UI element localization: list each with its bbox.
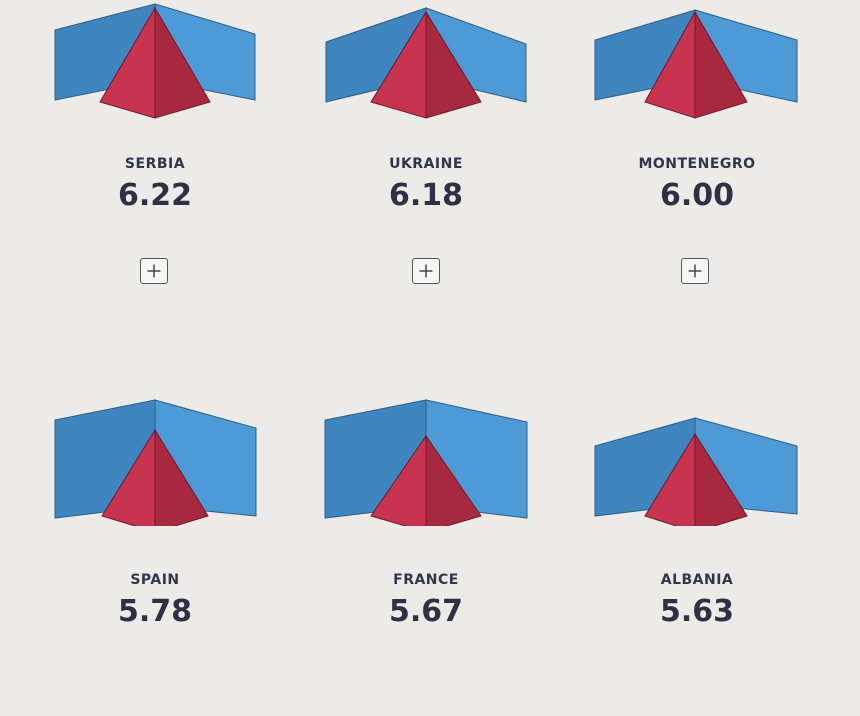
wings-pyramid-glyph [324, 399, 528, 526]
pyramid-right-face [425, 10, 482, 119]
pyramid-right-face [425, 434, 482, 526]
country-name: FRANCE [393, 572, 459, 588]
wings-pyramid-glyph [594, 9, 798, 119]
expand-button[interactable] [681, 258, 709, 284]
plus-icon [419, 264, 433, 278]
country-name: SERBIA [124, 156, 186, 172]
country-card-spain: SPAIN 5.78 [20, 396, 290, 716]
country-card-ukraine: UKRAINE 6.18 [291, 0, 561, 320]
country-card-serbia: SERBIA 6.22 [20, 0, 290, 320]
expand-button[interactable] [140, 258, 168, 284]
country-card-montenegro: MONTENEGRO 6.00 [562, 0, 832, 320]
pyramid-right-face [694, 10, 748, 119]
pyramid-right-face [154, 428, 209, 526]
score-value: 5.63 [659, 594, 735, 629]
plus-icon [688, 264, 702, 278]
score-value: 6.18 [388, 178, 464, 213]
country-name: ALBANIA [660, 572, 734, 588]
expand-button[interactable] [412, 258, 440, 284]
wings-pyramid-glyph [54, 3, 256, 119]
country-score-grid: SERBIA 6.22 UKRAINE 6.18 [20, 0, 832, 629]
country-name: UKRAINE [389, 156, 463, 172]
pyramid-right-face [154, 6, 211, 119]
country-card-france: FRANCE 5.67 [291, 396, 561, 716]
pyramid-right-face [694, 432, 748, 526]
country-name: MONTENEGRO [638, 156, 756, 172]
plus-icon [147, 264, 161, 278]
score-value: 6.00 [659, 178, 735, 213]
score-value: 6.22 [117, 178, 193, 213]
score-value: 5.67 [388, 594, 464, 629]
wings-pyramid-glyph [54, 399, 257, 526]
wings-pyramid-glyph [325, 7, 527, 119]
score-value: 5.78 [117, 594, 193, 629]
country-name: SPAIN [130, 572, 180, 588]
country-card-albania: ALBANIA 5.63 [562, 396, 832, 716]
wings-pyramid-glyph [594, 417, 798, 526]
